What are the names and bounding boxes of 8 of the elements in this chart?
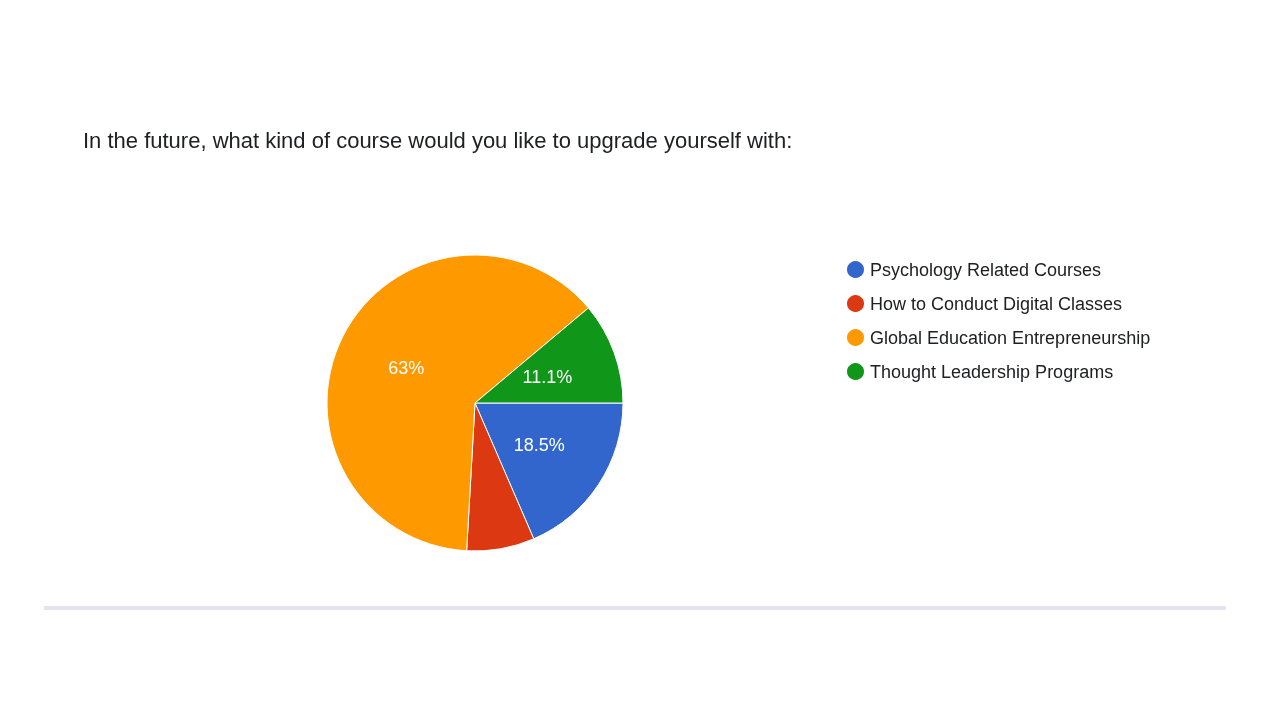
legend-label: Psychology Related Courses — [870, 259, 1102, 280]
legend-label: Thought Leadership Programs — [870, 361, 1114, 382]
legend-label: Global Education Entrepreneurship — [870, 327, 1151, 348]
legend-label: How to Conduct Digital Classes — [870, 293, 1123, 314]
data-label: 11.1% — [522, 366, 573, 387]
chart-title: In the future, what kind of course would you like to upgrade yourself with: — [83, 127, 793, 153]
data-label: 18.5% — [513, 435, 565, 456]
data-label: 63% — [388, 358, 425, 379]
